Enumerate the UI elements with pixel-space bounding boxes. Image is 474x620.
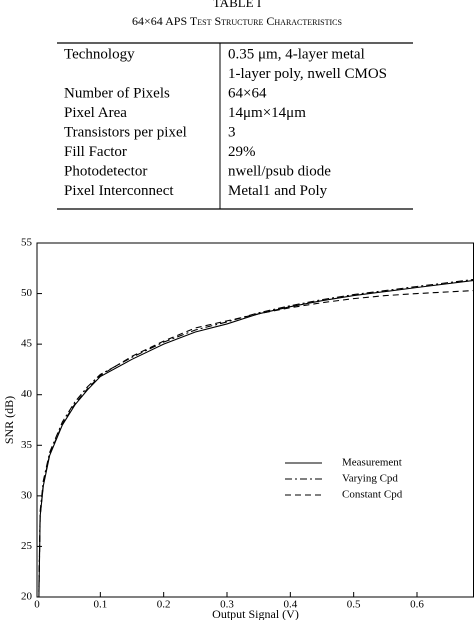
x-axis-label: Output Signal (V): [212, 607, 299, 620]
y-tick-label: 40: [21, 388, 33, 400]
x-tick-label: 0.1: [93, 599, 107, 611]
row-label: Pixel Interconnect: [64, 183, 174, 199]
legend-label: Measurement: [342, 457, 402, 469]
y-tick-label: 50: [21, 287, 33, 299]
row-value: 0.35 μm, 4-layer metal: [228, 46, 365, 62]
row-value: 3: [228, 124, 236, 140]
row-value: nwell/psub diode: [228, 163, 331, 179]
series-line: [38, 289, 474, 592]
table-title: TABLE I: [213, 0, 261, 10]
row-value: Metal1 and Poly: [228, 183, 328, 199]
plot-frame: [36, 242, 474, 598]
row-label: Photodetector: [64, 163, 147, 179]
row-label: Transistors per pixel: [64, 124, 187, 140]
row-value: 1-layer poly, nwell CMOS: [228, 66, 387, 82]
row-label: Fill Factor: [64, 144, 127, 160]
x-tick-label: 0.4: [283, 599, 297, 611]
legend-label: Constant Cpd: [342, 489, 403, 501]
series-line: [38, 278, 474, 587]
y-tick-label: 30: [21, 489, 33, 501]
row-value: 64×64: [228, 85, 267, 101]
row-label: Pixel Area: [64, 105, 127, 121]
row-label: Technology: [64, 46, 135, 62]
x-tick-label: 0: [34, 599, 40, 611]
legend-label: Varying Cpd: [342, 473, 398, 485]
y-tick-label: 20: [21, 591, 33, 603]
row-label: Number of Pixels: [64, 85, 170, 101]
row-value: 14μm×14μm: [228, 105, 306, 121]
row-value: 29%: [228, 144, 256, 160]
y-axis-label: SNR (dB): [2, 396, 16, 444]
y-tick-label: 45: [21, 338, 33, 350]
x-tick-label: 0.3: [220, 599, 234, 611]
series-line: [38, 279, 474, 598]
table-subtitle: 64×64 APS Test Structure Characteristics: [132, 14, 342, 28]
x-tick-label: 0.6: [410, 599, 424, 611]
x-tick-label: 0.2: [157, 599, 171, 611]
y-tick-label: 35: [21, 439, 33, 451]
y-tick-label: 55: [21, 237, 33, 249]
x-tick-label: 0.5: [347, 599, 361, 611]
y-tick-label: 25: [21, 540, 33, 552]
